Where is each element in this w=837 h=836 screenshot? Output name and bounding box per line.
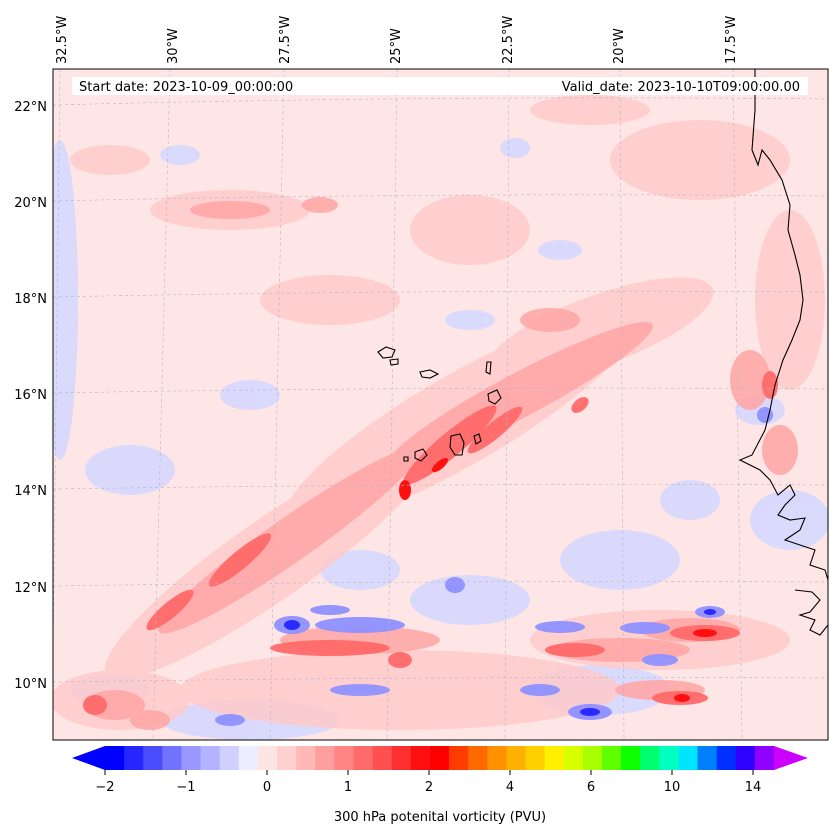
colorbar-cell xyxy=(200,746,221,770)
cb-tick-label: 2 xyxy=(425,780,433,795)
colorbar-cell xyxy=(506,746,526,770)
colorbar-cell xyxy=(143,746,163,770)
longitude-labels: 32.5°W 30°W 27.5°W 25°W 22.5°W 20°W 17.5… xyxy=(55,16,739,64)
cb-tick-label: −1 xyxy=(176,780,195,795)
lon-label: 27.5°W xyxy=(278,16,293,64)
colorbar-cell xyxy=(601,746,622,770)
cb-tick-label: 10 xyxy=(664,780,681,795)
colorbar-cell xyxy=(353,746,373,770)
colorbar-min-extension xyxy=(72,746,105,770)
colorbar-cell xyxy=(449,746,469,770)
colorbar-cell xyxy=(315,746,335,770)
cape-verde-fogo xyxy=(414,448,428,462)
cb-tick-label: 14 xyxy=(745,780,762,795)
lon-label: 30°W xyxy=(166,28,181,64)
colorbar-cell xyxy=(410,746,431,770)
colorbar-tick-labels: −2 −1 0 1 2 4 6 10 14 xyxy=(95,780,761,795)
lat-label: 18°N xyxy=(14,292,47,307)
lat-label: 16°N xyxy=(14,388,47,403)
colorbar-cell xyxy=(582,746,603,770)
cb-tick-label: 0 xyxy=(263,780,271,795)
lon-label: 32.5°W xyxy=(55,16,70,64)
lon-label: 17.5°W xyxy=(724,16,739,64)
colorbar-cell xyxy=(697,746,718,770)
colorbar-cell xyxy=(678,746,698,770)
lon-label: 22.5°W xyxy=(501,16,516,64)
valid-date-label: Valid_date: 2023-10-10T09:00:00.00 xyxy=(562,80,800,95)
date-banner xyxy=(72,77,808,95)
senegal-inlet xyxy=(794,589,828,636)
colorbar-cell xyxy=(621,746,641,770)
cb-tick-label: 1 xyxy=(344,780,352,795)
colorbar-cell xyxy=(277,746,297,770)
cape-verde-santo-antao xyxy=(377,346,396,359)
colorbar-cell xyxy=(162,746,182,770)
colorbar-cell xyxy=(754,746,775,770)
colorbar-cell xyxy=(640,746,660,770)
colorbar-cell xyxy=(124,746,144,770)
colorbar-cell xyxy=(659,746,679,770)
deep-blue-cores xyxy=(284,609,716,716)
colorbar-cell xyxy=(181,746,201,770)
colorbar-cell xyxy=(716,746,737,770)
lat-label: 12°N xyxy=(14,581,47,596)
lat-label: 14°N xyxy=(14,484,47,499)
cape-verde-brava xyxy=(403,456,409,462)
colorbar-cell xyxy=(219,746,240,770)
cape-verde-santiago xyxy=(449,433,465,456)
lat-label: 22°N xyxy=(14,100,47,115)
colorbar-cell xyxy=(391,746,412,770)
map-frame xyxy=(52,68,829,741)
colorbar-cell xyxy=(105,746,125,770)
cb-tick-label: 6 xyxy=(587,780,595,795)
cape-verde-sal xyxy=(485,361,492,375)
colorbar: −2 −1 0 1 2 4 6 10 14 300 hPa potenital … xyxy=(72,746,808,825)
latitude-labels: 22°N 20°N 18°N 16°N 14°N 12°N 10°N xyxy=(14,100,47,692)
lon-label: 20°W xyxy=(612,28,627,64)
colorbar-cell xyxy=(487,746,507,770)
colorbar-ticks xyxy=(104,770,754,775)
colorbar-cell xyxy=(563,746,584,770)
cape-verde-sao-nicolau xyxy=(419,369,440,379)
lon-label: 25°W xyxy=(389,28,404,64)
colorbar-cell xyxy=(429,746,450,770)
colorbar-cell xyxy=(238,746,259,770)
cape-verde-boa-vista xyxy=(487,389,502,405)
graticule xyxy=(53,69,828,740)
coastlines xyxy=(377,69,828,636)
pv-field xyxy=(53,69,828,740)
lat-label: 20°N xyxy=(14,196,47,211)
lat-label: 10°N xyxy=(14,677,47,692)
colorbar-cell xyxy=(525,746,546,770)
cb-tick-label: 4 xyxy=(506,780,514,795)
africa-coastline xyxy=(738,69,828,581)
cb-tick-label: −2 xyxy=(95,780,114,795)
colorbar-max-extension xyxy=(774,746,808,770)
colorbar-cells xyxy=(105,746,775,770)
colorbar-cell xyxy=(544,746,565,770)
colorbar-title: 300 hPa potenital vorticity (PVU) xyxy=(334,810,546,825)
start-date-label: Start date: 2023-10-09_00:00:00 xyxy=(79,80,293,95)
cape-verde-sao-vicente xyxy=(389,358,399,366)
colorbar-cell xyxy=(257,746,278,770)
colorbar-cell xyxy=(296,746,316,770)
cape-verde-maio xyxy=(473,433,482,445)
colorbar-cell xyxy=(372,746,393,770)
colorbar-cell xyxy=(468,746,488,770)
colorbar-cell xyxy=(735,746,756,770)
colorbar-cell xyxy=(334,746,354,770)
